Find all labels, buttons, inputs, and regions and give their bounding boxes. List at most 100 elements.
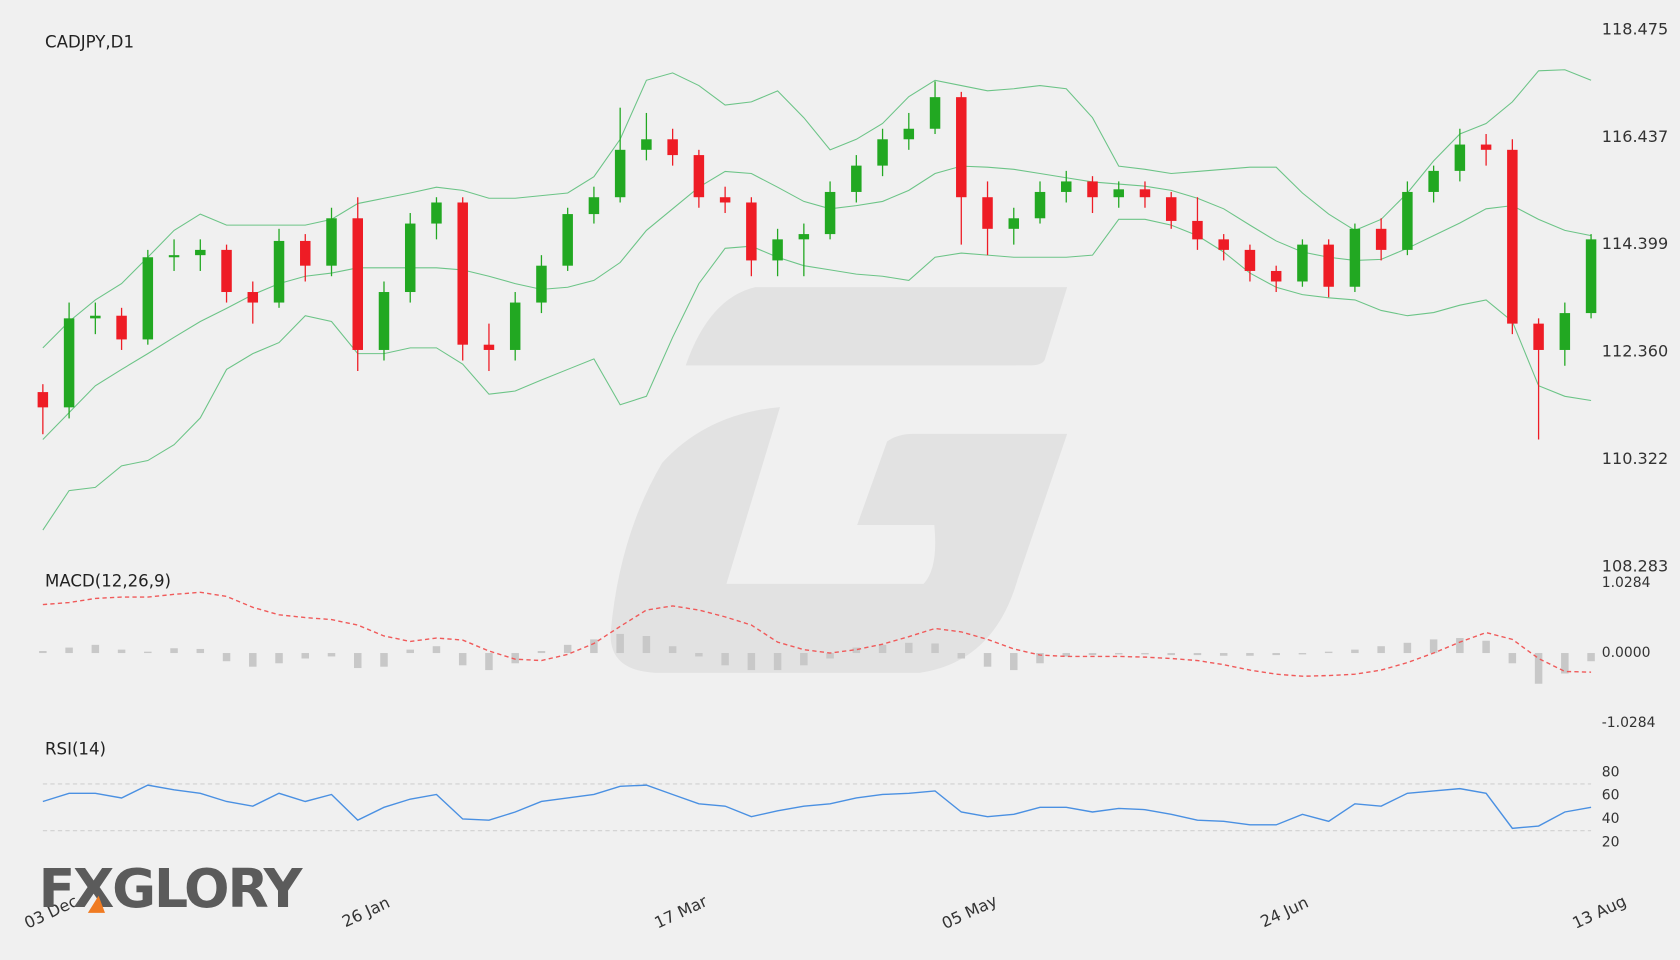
macd-histogram-bar [1246, 653, 1254, 656]
candle-body [929, 97, 941, 129]
macd-histogram-bar [905, 642, 913, 654]
macd-histogram-bar [616, 633, 624, 654]
macd-histogram-bar [1219, 653, 1228, 656]
y-tick-label: 110.322 [1602, 449, 1668, 468]
y-tick-label: 118.475 [1602, 20, 1668, 39]
candle-body [1034, 191, 1046, 219]
candle-body [1507, 149, 1518, 324]
macd-histogram-bar [275, 653, 283, 664]
y-tick-label: 116.437 [1602, 127, 1668, 146]
candle-body [1244, 249, 1256, 271]
logo-accent [87, 895, 105, 913]
macd-line [42, 591, 1592, 677]
candle-body [562, 214, 573, 266]
candle-body [798, 234, 810, 240]
candle-body [326, 218, 337, 266]
macd-histogram-bar [773, 653, 782, 671]
candle-body [1061, 181, 1072, 192]
macd-histogram-bar [1010, 653, 1018, 671]
macd-histogram-bar [642, 635, 651, 654]
macd-histogram-bar [537, 650, 546, 654]
macd-histogram-bar [170, 648, 178, 654]
candle-body [1349, 228, 1361, 287]
macd-histogram-bar [1377, 646, 1385, 654]
y-tick-label: 80 [1602, 764, 1620, 780]
candle-body [509, 302, 521, 350]
y-tick-label: 112.360 [1602, 342, 1668, 361]
candle-body [457, 202, 468, 345]
candle-body [483, 344, 495, 350]
candle-body [614, 149, 626, 198]
candle-body [1113, 189, 1124, 198]
macd-histogram-bar [222, 653, 231, 662]
candle-body [1428, 170, 1439, 192]
macd-histogram-bar [721, 653, 729, 666]
candle-body [719, 197, 731, 203]
candle-body [1192, 220, 1203, 240]
macd-histogram-bar [144, 651, 152, 654]
candle-body [352, 218, 363, 350]
candle-body [1323, 244, 1334, 287]
candle-body [378, 292, 390, 350]
macd-histogram-bar [1062, 653, 1071, 657]
candle-body [90, 315, 101, 319]
macd-histogram-bar [39, 650, 47, 654]
candle-body [824, 191, 836, 235]
candle-body [1533, 323, 1544, 350]
rsi-line [42, 784, 1592, 830]
macd-histogram-bar [380, 653, 388, 667]
candle-body [431, 202, 442, 224]
macd-histogram-bar [1036, 653, 1044, 664]
candle-body [63, 318, 75, 408]
macd-histogram-bar [1456, 638, 1464, 654]
y-tick-label: 60 [1602, 788, 1620, 804]
macd-histogram-bar [983, 653, 992, 667]
candle-body [956, 97, 967, 198]
macd-histogram-bar [485, 653, 493, 671]
macd-histogram-bar [511, 653, 519, 664]
macd-histogram-bar [1534, 653, 1543, 684]
y-tick-label: -1.0284 [1602, 715, 1656, 731]
watermark [610, 287, 1068, 673]
candle-body [588, 197, 600, 215]
macd-histogram-bar [931, 643, 939, 654]
macd-histogram-bar [196, 648, 205, 654]
macd-histogram-bar [695, 653, 703, 657]
candle-body [1165, 197, 1177, 221]
candle-body [536, 265, 547, 303]
macd-histogram-bar [458, 653, 467, 666]
macd-histogram-bar [1088, 653, 1097, 656]
candle-body [404, 223, 416, 293]
candle-body [247, 292, 259, 303]
candle-body [1297, 244, 1308, 282]
candle-body [982, 197, 993, 229]
candle-body [142, 257, 154, 340]
y-tick-label: 20 [1602, 834, 1620, 850]
macd-histogram-bar [800, 653, 808, 666]
candle-body [1375, 228, 1387, 250]
macd-histogram-bar [590, 639, 598, 654]
y-tick-label: 108.283 [1602, 556, 1668, 575]
candle-body [221, 249, 232, 293]
candle-body [300, 240, 311, 266]
candle-body [667, 139, 678, 156]
candle-body [1559, 313, 1571, 350]
candle-body [1480, 144, 1492, 150]
candle-body [1139, 189, 1151, 198]
candle-body [1087, 181, 1098, 198]
macd-histogram-bar [65, 647, 73, 654]
candle-body [851, 165, 862, 192]
rsi-title: RSI(14) [45, 740, 106, 759]
macd-histogram-bar [1587, 653, 1595, 662]
macd-histogram-bar [432, 646, 441, 654]
macd-histogram-bar [1114, 653, 1123, 655]
y-tick-label: 114.399 [1602, 234, 1668, 253]
macd-histogram-bar [563, 644, 572, 654]
macd-histogram-bar [1141, 653, 1149, 655]
macd-histogram-bar [1508, 653, 1517, 664]
macd-histogram-bar [353, 653, 362, 669]
macd-histogram-bar [1167, 653, 1175, 656]
